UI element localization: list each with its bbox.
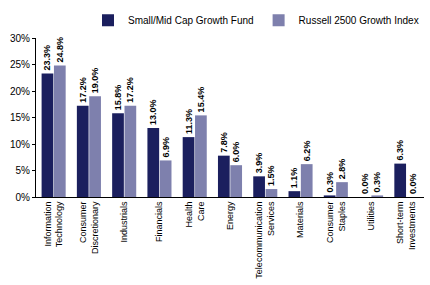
svg-text:15%: 15% [10, 112, 30, 123]
svg-text:0.0%: 0.0% [360, 173, 370, 194]
svg-text:InformationTechnology: InformationTechnology [43, 201, 65, 247]
svg-text:Energy: Energy [225, 201, 235, 230]
svg-text:6.0%: 6.0% [231, 142, 241, 163]
svg-text:20%: 20% [10, 86, 30, 97]
svg-text:19.0%: 19.0% [90, 68, 100, 94]
svg-text:ConsumerStaples: ConsumerStaples [325, 201, 347, 243]
svg-text:HealthCare: HealthCare [184, 202, 206, 228]
svg-text:0.3%: 0.3% [372, 172, 382, 193]
svg-text:TelecommunicationServices: TelecommunicationServices [254, 201, 276, 279]
svg-text:Russell 2500 Growth Index: Russell 2500 Growth Index [299, 15, 419, 26]
svg-text:13.0%: 13.0% [148, 100, 158, 126]
svg-text:15.4%: 15.4% [196, 87, 206, 113]
svg-text:Financials: Financials [154, 201, 164, 242]
svg-text:25%: 25% [10, 59, 30, 70]
svg-text:11.3%: 11.3% [184, 109, 194, 134]
svg-text:2.8%: 2.8% [337, 159, 347, 180]
svg-text:7.8%: 7.8% [219, 132, 229, 153]
svg-text:5%: 5% [16, 165, 31, 176]
svg-text:Short-termInvestments: Short-termInvestments [395, 201, 417, 250]
svg-text:17.2%: 17.2% [78, 77, 88, 103]
svg-text:ConsumerDiscretionary: ConsumerDiscretionary [78, 201, 100, 254]
svg-text:3.9%: 3.9% [254, 153, 264, 174]
svg-text:10%: 10% [10, 139, 30, 150]
svg-text:0.0%: 0.0% [408, 173, 418, 194]
svg-text:Utilities: Utilities [366, 201, 376, 231]
svg-text:6.9%: 6.9% [161, 137, 171, 158]
svg-text:1.1%: 1.1% [289, 168, 299, 189]
svg-text:24.8%: 24.8% [55, 37, 65, 63]
svg-text:0%: 0% [16, 192, 31, 203]
svg-text:Small/Mid Cap Growth Fund: Small/Mid Cap Growth Fund [128, 15, 254, 26]
svg-text:23.3%: 23.3% [42, 45, 52, 71]
svg-text:0.3%: 0.3% [325, 172, 335, 193]
svg-text:6.2%: 6.2% [302, 141, 312, 162]
svg-text:Industrials: Industrials [119, 201, 129, 243]
svg-text:1.5%: 1.5% [266, 166, 276, 187]
svg-text:17.2%: 17.2% [125, 77, 135, 103]
svg-text:15.8%: 15.8% [113, 85, 123, 111]
svg-text:6.3%: 6.3% [395, 140, 405, 161]
svg-text:Materials: Materials [295, 201, 305, 238]
svg-text:30%: 30% [10, 33, 30, 44]
